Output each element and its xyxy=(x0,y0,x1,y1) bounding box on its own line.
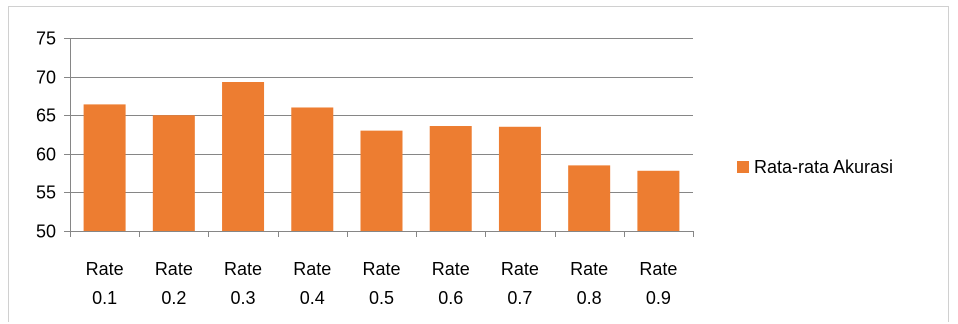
bar xyxy=(291,107,334,231)
bar xyxy=(429,126,472,231)
bar xyxy=(83,104,126,231)
bar xyxy=(222,82,265,231)
y-tick-label: 60 xyxy=(36,145,56,165)
bar xyxy=(360,130,403,231)
bar xyxy=(152,115,195,231)
x-tick-labels: Rate 0.1 Rate 0.2 Rate 0.3 Rate 0.4 Rate 0.5 Rate 0… xyxy=(86,259,678,308)
x-tick-label: Rate 0.4 xyxy=(293,259,331,308)
x-tick-label: Rate 0.9 xyxy=(639,259,677,308)
legend: Rata-rata Akurasi xyxy=(737,157,893,177)
y-tick-label: 75 xyxy=(36,29,56,49)
bars xyxy=(83,82,680,231)
y-tick-label: 55 xyxy=(36,183,56,203)
chart-frame xyxy=(8,6,949,322)
x-tick-label: Rate 0.3 xyxy=(224,259,262,308)
bar xyxy=(568,165,611,231)
x-tick-label: Rate 0.8 xyxy=(570,259,608,308)
x-tick-label: Rate 0.1 xyxy=(86,259,124,308)
x-tick-label: Rate 0.6 xyxy=(432,259,470,308)
y-tick-labels: 50 55 60 65 70 75 xyxy=(36,29,56,242)
y-tick-label: 50 xyxy=(36,222,56,242)
y-tick-label: 70 xyxy=(36,68,56,88)
x-tick-label: Rate 0.2 xyxy=(155,259,193,308)
x-tick-label: Rate 0.7 xyxy=(501,259,539,308)
bar xyxy=(498,126,541,231)
y-tick-label: 65 xyxy=(36,106,56,126)
x-tick-label: Rate 0.5 xyxy=(362,259,400,308)
legend-swatch xyxy=(737,161,749,173)
axes xyxy=(64,38,694,237)
bar xyxy=(637,170,680,231)
legend-label: Rata-rata Akurasi xyxy=(754,157,893,177)
